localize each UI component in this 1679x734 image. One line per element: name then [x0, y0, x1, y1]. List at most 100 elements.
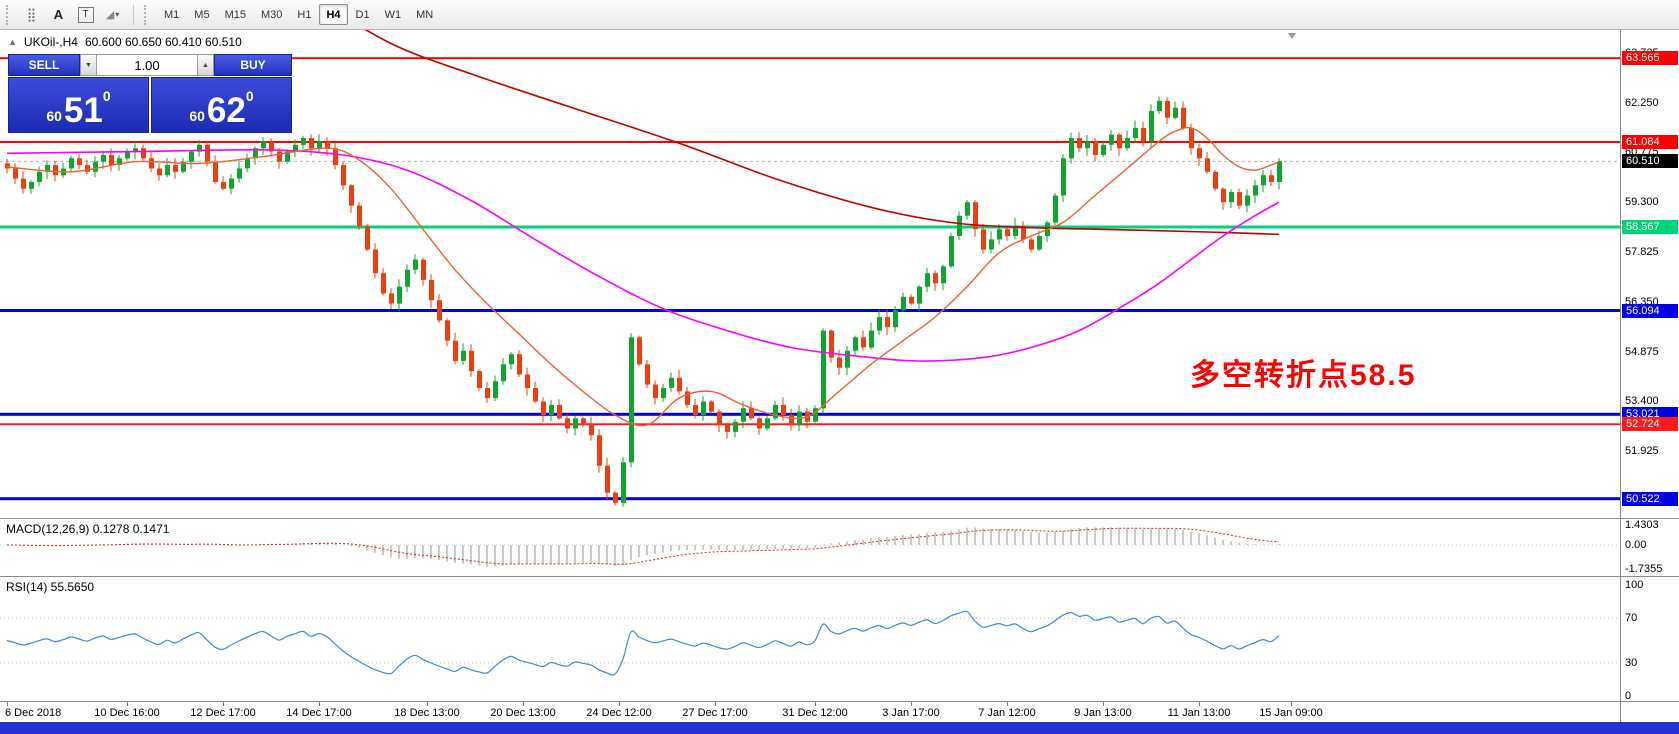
time-tick — [1103, 702, 1104, 706]
time-axis-label: 12 Dec 17:00 — [190, 707, 256, 719]
macd-label: MACD(12,26,9) 0.1278 0.1471 — [6, 522, 170, 536]
time-tick — [127, 702, 128, 706]
volume-input[interactable] — [97, 54, 197, 76]
time-axis-label: 9 Jan 13:00 — [1074, 707, 1132, 719]
chevron-down-icon: ▾ — [115, 10, 120, 19]
ma-fast-line — [6, 126, 1280, 427]
shapes-glyph: ◢ — [105, 9, 115, 21]
main-chart[interactable]: ▲ UKOil-,H4 60.600 60.650 60.410 60.510 … — [0, 30, 1620, 518]
ask-integer: 60 — [189, 108, 205, 124]
time-axis-label: 24 Dec 12:00 — [586, 707, 652, 719]
time-tick — [911, 702, 912, 706]
time-tick — [1007, 702, 1008, 706]
rsi-label: RSI(14) 55.5650 — [6, 580, 95, 594]
current-price-badge: 60.510 — [1622, 154, 1678, 169]
price-axis-label: 53.400 — [1625, 395, 1659, 408]
rsi-line — [6, 610, 1280, 676]
time-axis-label: 20 Dec 13:00 — [490, 707, 556, 719]
timeframe-m15[interactable]: M15 — [218, 4, 253, 25]
time-tick — [815, 702, 816, 706]
time-axis[interactable]: 6 Dec 2018 10 Dec 16:00 12 Dec 17:00 14 Dec… — [0, 701, 1620, 722]
rsi-axis-label: 0 — [1625, 690, 1632, 701]
time-tick — [1291, 702, 1292, 706]
time-axis-label: 15 Jan 09:00 — [1259, 707, 1323, 719]
price-line-badge: 50.522 — [1622, 491, 1678, 506]
main-chart-svg — [0, 30, 1620, 507]
text-tool-icon[interactable]: T — [73, 4, 98, 26]
time-tick — [7, 702, 8, 706]
price-line-badge: 61.084 — [1622, 134, 1678, 149]
ma-medium-line — [6, 148, 1280, 362]
price-axis[interactable]: 63.72562.25060.77559.30057.82556.35054.8… — [1620, 30, 1679, 518]
ask-pip-digit: 0 — [245, 88, 254, 104]
text-label-icon[interactable]: A — [46, 4, 71, 26]
triangle-up-icon: ▲ — [202, 61, 209, 69]
timeframe-w1[interactable]: W1 — [378, 4, 409, 25]
toolbar-separator — [133, 4, 134, 25]
rsi-panel[interactable]: RSI(14) 55.5650 — [0, 576, 1620, 701]
volume-increase-button[interactable]: ▲ — [197, 54, 214, 76]
time-axis-label: 14 Dec 17:00 — [286, 707, 352, 719]
rsi-svg — [0, 610, 1620, 676]
bid-big-digits: 51 — [63, 91, 103, 130]
price-axis-label: 54.875 — [1625, 345, 1659, 358]
bid-integer: 60 — [46, 108, 62, 124]
price-line-badge: 52.724 — [1622, 417, 1678, 432]
timeframe-mn[interactable]: MN — [409, 4, 440, 25]
sell-button[interactable]: SELL — [8, 54, 80, 76]
rsi-axis-label: 70 — [1625, 612, 1638, 625]
text-tool-glyph: T — [77, 6, 94, 23]
macd-axis-label: -1.7355 — [1625, 563, 1663, 576]
time-axis-label: 6 Dec 2018 — [5, 707, 62, 719]
one-click-trading-panel: SELL ▼ ▲ BUY 60 51 0 60 62 0 — [8, 54, 292, 133]
timeframe-d1[interactable]: D1 — [349, 4, 377, 25]
crosshair-icon[interactable]: ⣿ — [19, 4, 44, 26]
macd-svg — [0, 527, 1620, 567]
symbol-line: ▲ UKOil-,H4 60.600 60.650 60.410 60.510 — [8, 35, 242, 49]
time-tick — [619, 702, 620, 706]
timeframe-h1[interactable]: H1 — [290, 4, 318, 25]
time-tick — [715, 702, 716, 706]
timeframes-grip[interactable] — [144, 4, 150, 25]
crosshair-glyph: ⣿ — [26, 6, 37, 22]
time-axis-corner — [1620, 701, 1679, 722]
timeframe-m30[interactable]: M30 — [254, 4, 289, 25]
macd-panel[interactable]: MACD(12,26,9) 0.1278 0.1471 — [0, 518, 1620, 576]
rsi-axis-label: 30 — [1625, 656, 1638, 669]
volume-decrease-button[interactable]: ▼ — [80, 54, 97, 76]
toolbar-grip[interactable] — [6, 4, 12, 25]
macd-axis-label: 1.4303 — [1625, 518, 1659, 531]
label-a-glyph: A — [53, 7, 64, 22]
price-line-badge: 63.565 — [1622, 51, 1678, 66]
bottom-bar — [0, 722, 1679, 734]
shapes-dropdown-icon[interactable]: ◢ ▾ — [100, 4, 125, 26]
timeframe-m1[interactable]: M1 — [157, 4, 186, 25]
toolbar: ⣿ A T ◢ ▾ M1 M5 M15 M30 H1 H4 D1 W1 MN — [0, 0, 1679, 30]
time-axis-label: 3 Jan 17:00 — [882, 707, 940, 719]
ask-big-digits: 62 — [206, 91, 246, 130]
time-tick — [523, 702, 524, 706]
timeframe-h4[interactable]: H4 — [319, 4, 348, 25]
chart-window: ▲ UKOil-,H4 60.600 60.650 60.410 60.510 … — [0, 30, 1679, 722]
price-line-badge: 58.567 — [1622, 219, 1678, 234]
chart-icon: ▲ — [8, 37, 17, 47]
price-axis-label: 59.300 — [1625, 196, 1659, 209]
buy-quote-box[interactable]: 60 62 0 — [151, 77, 292, 133]
sell-quote-box[interactable]: 60 51 0 — [8, 77, 149, 133]
symbol-title: UKOil-,H4 — [23, 35, 78, 49]
time-axis-label: 18 Dec 13:00 — [394, 707, 460, 719]
buy-button[interactable]: BUY — [214, 54, 292, 76]
time-tick — [427, 702, 428, 706]
chart-shift-marker-icon[interactable] — [1288, 33, 1296, 39]
price-axis-label: 57.825 — [1625, 246, 1659, 259]
timeframe-m5[interactable]: M5 — [187, 4, 216, 25]
time-tick — [223, 702, 224, 706]
time-axis-label: 31 Dec 12:00 — [782, 707, 848, 719]
ohlc-values: 60.600 60.650 60.410 60.510 — [84, 35, 242, 49]
rsi-axis: 100 70 30 0 — [1620, 576, 1679, 701]
bid-pip-digit: 0 — [102, 88, 111, 104]
price-line-badge: 56.094 — [1622, 303, 1678, 318]
time-axis-label: 11 Jan 13:00 — [1167, 707, 1231, 719]
time-axis-label: 10 Dec 16:00 — [94, 707, 160, 719]
macd-axis: 1.4303 0.00 -1.7355 — [1620, 518, 1679, 576]
